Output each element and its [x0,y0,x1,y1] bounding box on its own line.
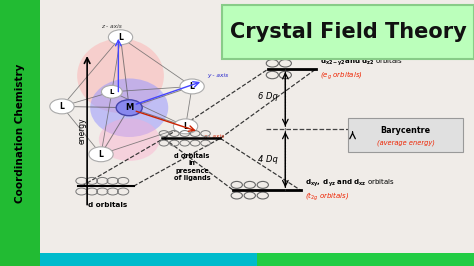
Text: L: L [118,33,123,42]
Text: M: M [125,103,133,112]
Text: 6 Dq: 6 Dq [258,92,278,101]
Circle shape [101,85,122,98]
Text: ($\mathit{t_{2g}}$ orbitals): ($\mathit{t_{2g}}$ orbitals) [305,191,349,203]
Ellipse shape [90,78,168,137]
Text: energy: energy [77,117,86,144]
Circle shape [109,30,133,45]
Text: z - axis: z - axis [101,24,122,29]
Circle shape [50,99,74,114]
Text: L: L [183,122,188,131]
Text: $\mathbf{d_{xy}}$$\mathbf{,\ d_{yz}\ and\ d_{xz}\ }$orbitals: $\mathbf{d_{xy}}$$\mathbf{,\ d_{yz}\ and… [305,178,395,189]
FancyBboxPatch shape [348,118,463,152]
Text: L: L [60,102,64,111]
Bar [257,253,474,266]
Text: d orbitals: d orbitals [88,202,127,208]
Text: y - axis: y - axis [207,73,228,78]
Circle shape [89,147,113,162]
Bar [40,253,474,266]
Circle shape [180,79,204,94]
Text: Coordination Chemistry: Coordination Chemistry [15,63,25,203]
Circle shape [116,100,142,116]
Text: Barycentre: Barycentre [381,126,431,135]
Ellipse shape [77,39,164,113]
FancyBboxPatch shape [222,5,474,59]
Text: $\mathbf{d_{x2-y2}}$$\mathbf{ and\ d_{z2}\ }$orbitals: $\mathbf{d_{x2-y2}}$$\mathbf{ and\ d_{z2… [320,57,403,68]
Text: L: L [109,89,114,95]
Text: 4 Dq: 4 Dq [258,155,278,164]
Text: L: L [190,82,194,91]
Text: Crystal Field Theory: Crystal Field Theory [230,22,466,42]
Text: L: L [99,150,103,159]
Text: d orbitals
in
presence
of ligands: d orbitals in presence of ligands [174,153,210,181]
Text: ($\mathit{e_g}$ orbitals): ($\mathit{e_g}$ orbitals) [320,70,363,82]
Text: x - axis: x - axis [203,134,224,139]
Ellipse shape [99,118,160,161]
Circle shape [173,119,198,134]
Text: (average energy): (average energy) [377,139,435,146]
